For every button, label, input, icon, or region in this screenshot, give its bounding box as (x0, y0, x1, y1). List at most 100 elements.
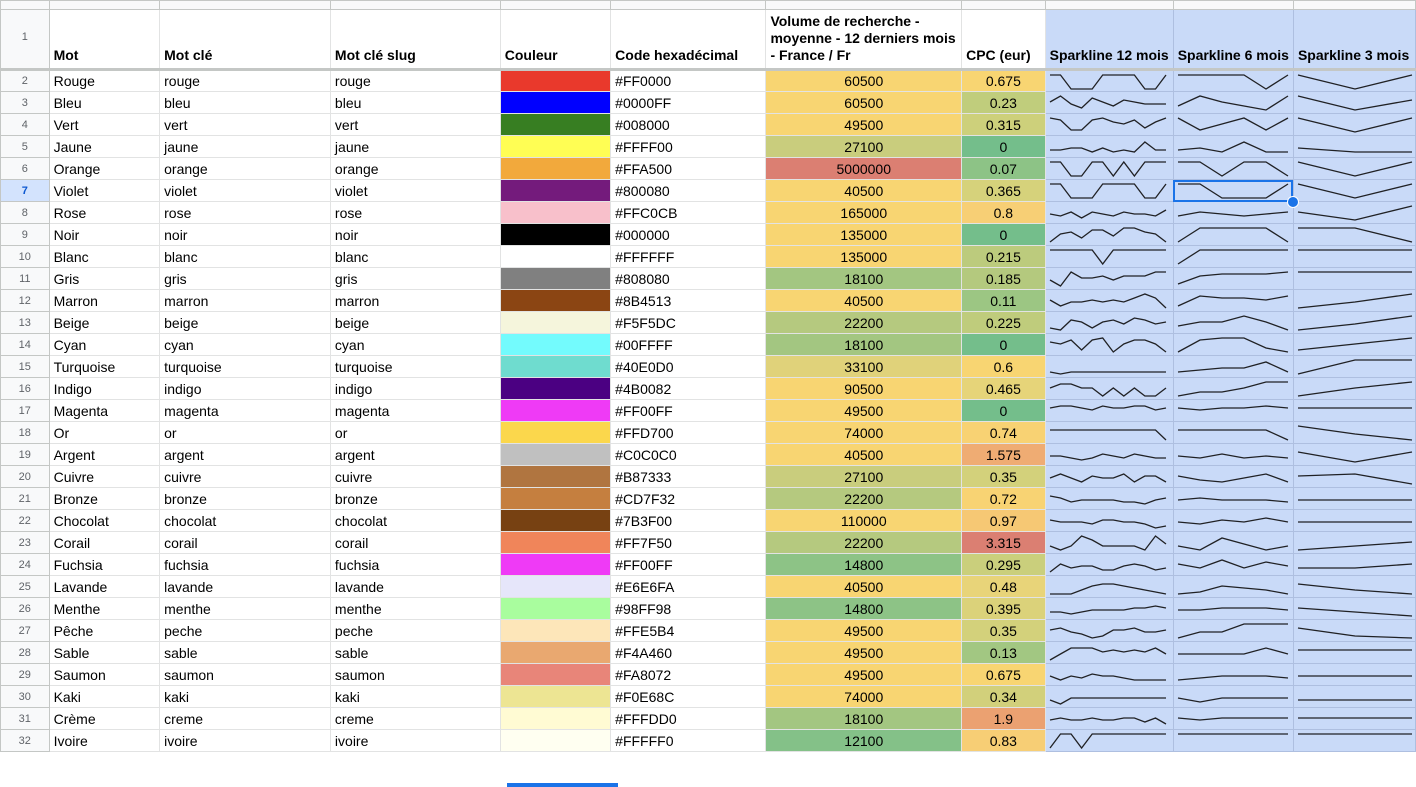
cell-sparkline-12[interactable] (1044, 641, 1174, 664)
cell-mot-cle-slug[interactable]: violet (329, 179, 501, 202)
row-number[interactable]: 3 (0, 91, 50, 114)
cell-color-swatch[interactable] (499, 179, 612, 202)
cell-sparkline-6[interactable] (1172, 333, 1294, 356)
cell-sparkline-6[interactable] (1172, 553, 1294, 576)
cell-sparkline-12[interactable] (1044, 553, 1174, 576)
cell-cpc[interactable]: 0.35 (961, 619, 1046, 642)
row-number[interactable]: 28 (0, 641, 50, 664)
cell-code-hexadecimal[interactable]: #FFFF00 (610, 135, 767, 158)
cell-sparkline-3[interactable] (1292, 113, 1416, 136)
cell-cpc[interactable]: 0.295 (961, 553, 1046, 576)
cell-cpc[interactable]: 0.185 (961, 267, 1046, 290)
cell-mot[interactable]: Crème (48, 707, 161, 730)
cell-color-swatch[interactable] (499, 157, 612, 180)
cell-code-hexadecimal[interactable]: #4B0082 (610, 377, 767, 400)
cell-sparkline-12[interactable] (1044, 157, 1174, 180)
cell-code-hexadecimal[interactable]: #000000 (610, 223, 767, 246)
cell-code-hexadecimal[interactable]: #800080 (610, 179, 767, 202)
cell-volume[interactable]: 22200 (765, 311, 963, 334)
cell-mot-cle-slug[interactable]: rouge (329, 69, 501, 92)
cell-mot-cle-slug[interactable]: chocolat (329, 509, 501, 532)
cell-color-swatch[interactable] (499, 289, 612, 312)
cell-sparkline-12[interactable] (1044, 465, 1174, 488)
cell-color-swatch[interactable] (499, 421, 612, 444)
column-header-h[interactable] (1044, 0, 1174, 10)
cell-cpc[interactable]: 0.8 (961, 201, 1046, 224)
cell-mot-cle-slug[interactable]: menthe (329, 597, 501, 620)
cell-mot-cle[interactable]: beige (159, 311, 331, 334)
cell-sparkline-3[interactable] (1292, 487, 1416, 510)
cell-sparkline-3[interactable] (1292, 465, 1416, 488)
cell-mot-cle-slug[interactable]: corail (329, 531, 501, 554)
cell-code-hexadecimal[interactable]: #808080 (610, 267, 767, 290)
cell-mot-cle[interactable]: kaki (159, 685, 331, 708)
cell-sparkline-6[interactable] (1172, 707, 1294, 730)
cell-cpc[interactable]: 0.72 (961, 487, 1046, 510)
cell-sparkline-6[interactable] (1172, 421, 1294, 444)
row-number[interactable]: 17 (0, 399, 50, 422)
cell-sparkline-6[interactable] (1172, 311, 1294, 334)
row-number[interactable]: 29 (0, 663, 50, 686)
cell-color-swatch[interactable] (499, 575, 612, 598)
cell-mot[interactable]: Argent (48, 443, 161, 466)
cell-volume[interactable]: 22200 (765, 531, 963, 554)
cell-cpc[interactable]: 0.315 (961, 113, 1046, 136)
cell-mot-cle[interactable]: argent (159, 443, 331, 466)
cell-volume[interactable]: 74000 (765, 421, 963, 444)
cell-color-swatch[interactable] (499, 707, 612, 730)
cell-mot-cle-slug[interactable]: kaki (329, 685, 501, 708)
column-header-j[interactable] (1292, 0, 1416, 10)
cell-sparkline-12[interactable] (1044, 289, 1174, 312)
cell-sparkline-12[interactable] (1044, 135, 1174, 158)
cell-cpc[interactable]: 0.83 (961, 729, 1046, 752)
cell-mot[interactable]: Kaki (48, 685, 161, 708)
row-number[interactable]: 10 (0, 245, 50, 268)
cell-sparkline-3[interactable] (1292, 553, 1416, 576)
cell-mot-cle[interactable]: saumon (159, 663, 331, 686)
cell-cpc[interactable]: 0 (961, 223, 1046, 246)
cell-sparkline-6[interactable] (1172, 487, 1294, 510)
cell-mot-cle[interactable]: orange (159, 157, 331, 180)
cell-mot[interactable]: Beige (48, 311, 161, 334)
cell-mot-cle[interactable]: blanc (159, 245, 331, 268)
cell-volume[interactable]: 18100 (765, 707, 963, 730)
header-volume-recherche[interactable]: Volume de recherche - moyenne - 12 derni… (765, 9, 963, 71)
cell-color-swatch[interactable] (499, 729, 612, 752)
cell-code-hexadecimal[interactable]: #98FF98 (610, 597, 767, 620)
cell-code-hexadecimal[interactable]: #FF00FF (610, 399, 767, 422)
cell-code-hexadecimal[interactable]: #C0C0C0 (610, 443, 767, 466)
cell-sparkline-6[interactable] (1172, 113, 1294, 136)
cell-mot-cle-slug[interactable]: jaune (329, 135, 501, 158)
cell-sparkline-6[interactable] (1172, 223, 1294, 246)
cell-mot[interactable]: Noir (48, 223, 161, 246)
cell-cpc[interactable]: 0.675 (961, 69, 1046, 92)
cell-sparkline-6[interactable] (1172, 619, 1294, 642)
cell-color-swatch[interactable] (499, 377, 612, 400)
cell-volume[interactable]: 49500 (765, 113, 963, 136)
cell-sparkline-12[interactable] (1044, 377, 1174, 400)
cell-mot-cle[interactable]: lavande (159, 575, 331, 598)
cell-sparkline-3[interactable] (1292, 443, 1416, 466)
cell-sparkline-6[interactable] (1172, 157, 1294, 180)
cell-color-swatch[interactable] (499, 641, 612, 664)
cell-mot-cle-slug[interactable]: blanc (329, 245, 501, 268)
cell-mot-cle-slug[interactable]: ivoire (329, 729, 501, 752)
cell-code-hexadecimal[interactable]: #008000 (610, 113, 767, 136)
cell-volume[interactable]: 22200 (765, 487, 963, 510)
cell-sparkline-3[interactable] (1292, 355, 1416, 378)
cell-mot-cle[interactable]: sable (159, 641, 331, 664)
cell-mot[interactable]: Orange (48, 157, 161, 180)
cell-mot-cle-slug[interactable]: magenta (329, 399, 501, 422)
cell-mot-cle-slug[interactable]: cuivre (329, 465, 501, 488)
cell-mot-cle-slug[interactable]: marron (329, 289, 501, 312)
cell-mot-cle[interactable]: vert (159, 113, 331, 136)
row-number[interactable]: 15 (0, 355, 50, 378)
cell-mot-cle-slug[interactable]: beige (329, 311, 501, 334)
cell-mot-cle-slug[interactable]: indigo (329, 377, 501, 400)
cell-sparkline-3[interactable] (1292, 135, 1416, 158)
cell-color-swatch[interactable] (499, 245, 612, 268)
cell-color-swatch[interactable] (499, 223, 612, 246)
cell-volume[interactable]: 74000 (765, 685, 963, 708)
cell-code-hexadecimal[interactable]: #B87333 (610, 465, 767, 488)
cell-sparkline-12[interactable] (1044, 685, 1174, 708)
